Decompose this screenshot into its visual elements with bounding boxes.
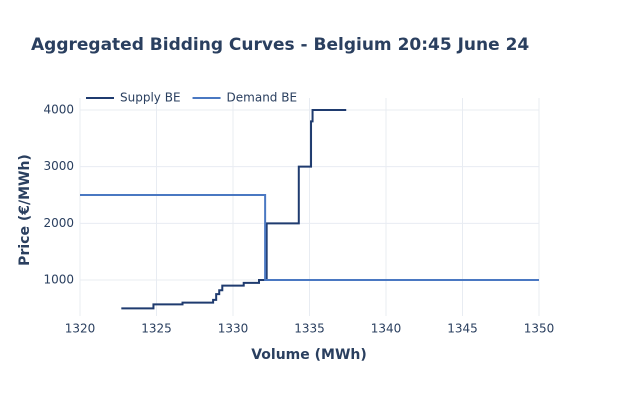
x-tick-label: 1335 bbox=[294, 322, 325, 336]
line bbox=[121, 109, 347, 310]
x-tick-label: 1330 bbox=[218, 322, 249, 336]
y-tick-label: 3000 bbox=[43, 159, 74, 173]
x-tick-label: 1345 bbox=[447, 322, 478, 336]
x-tick-label: 1320 bbox=[65, 322, 96, 336]
line bbox=[80, 194, 539, 282]
y-tick-label: 1000 bbox=[43, 273, 74, 287]
y-axis-title: Price (€/MWh) bbox=[17, 154, 33, 266]
x-tick-label: 1350 bbox=[524, 322, 555, 336]
y-tick-label: 4000 bbox=[43, 103, 74, 117]
legend-label: Supply BE bbox=[120, 91, 181, 105]
legend-label: Demand BE bbox=[227, 91, 298, 105]
chart-title: Aggregated Bidding Curves - Belgium 20:4… bbox=[31, 35, 529, 55]
y-tick-label: 2000 bbox=[43, 216, 74, 230]
x-axis-title: Volume (MWh) bbox=[251, 347, 367, 363]
x-tick-label: 1340 bbox=[371, 322, 402, 336]
x-tick-label: 1325 bbox=[141, 322, 172, 336]
